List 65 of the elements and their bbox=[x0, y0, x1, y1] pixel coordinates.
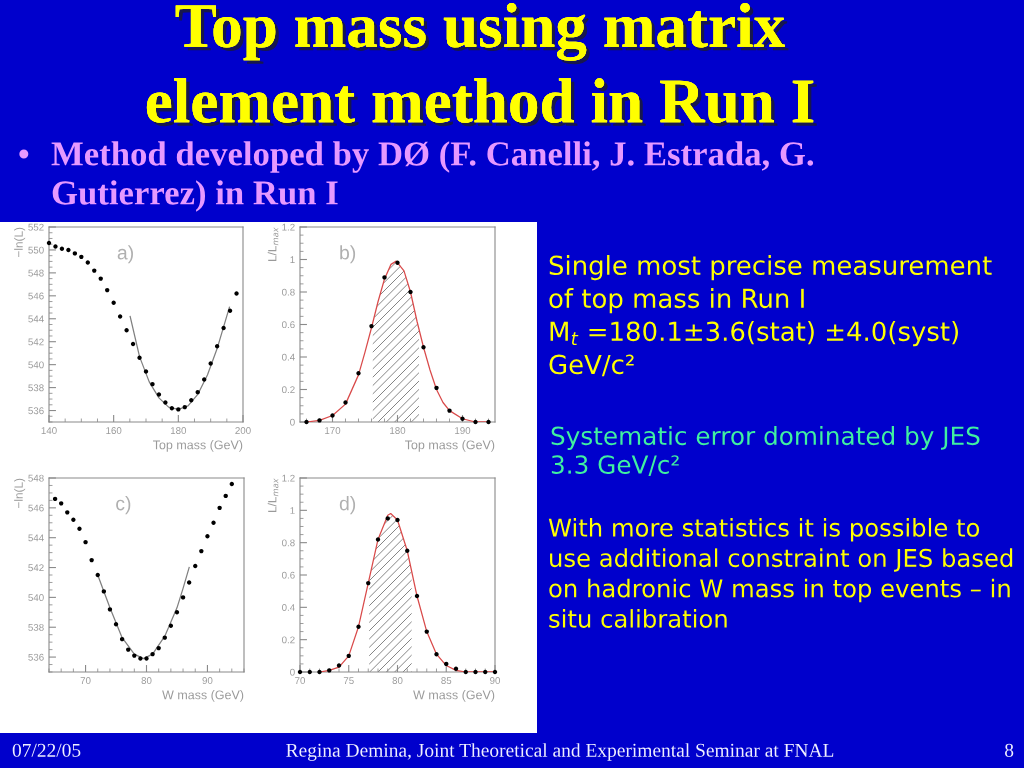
x-tick-label: 190 bbox=[455, 427, 471, 434]
y-tick-label: 0 bbox=[290, 418, 295, 426]
y-tick-label: 544 bbox=[28, 534, 44, 542]
y-tick-label: 0.6 bbox=[282, 571, 295, 579]
y-axis-title: L/L$_{max}$ bbox=[267, 478, 279, 512]
text: Single most precise measurement of top mass in Run I M$_{t}$ =180.1±3.6(stat) ±4.0(syst) GeV/c² bbox=[549, 255, 992, 377]
x-tick-label: 160 bbox=[106, 427, 122, 434]
y-tick-label: 542 bbox=[28, 564, 44, 572]
y-tick-label: 0 bbox=[290, 668, 295, 676]
annotation: c) bbox=[116, 496, 131, 515]
y-tick-label: 0.2 bbox=[282, 386, 295, 394]
y-tick-label: 0.4 bbox=[282, 604, 295, 611]
text: 07/22/05 bbox=[12, 743, 81, 757]
text: Regina Demina, Joint Theoretical and Experimental Seminar at FNAL bbox=[286, 743, 834, 761]
annotation: d) bbox=[339, 496, 356, 515]
x-axis-title: Top mass (GeV) bbox=[404, 440, 495, 452]
x-tick-label: 70 bbox=[295, 677, 306, 684]
y-tick-label: 550 bbox=[28, 246, 44, 254]
y-tick-label: 548 bbox=[28, 474, 44, 482]
text: Systematic error dominated by JES 3.3 GeV/c² bbox=[551, 426, 980, 476]
y-tick-label: 546 bbox=[28, 292, 44, 300]
text: Top mass using matrix element method in Run I bbox=[146, 3, 817, 127]
x-tick-label: 140 bbox=[41, 427, 57, 434]
y-tick-label: 544 bbox=[28, 315, 44, 323]
y-tick-label: 538 bbox=[28, 384, 44, 392]
y-tick-label: 0.2 bbox=[282, 636, 295, 644]
x-axis-title: W mass (GeV) bbox=[413, 690, 495, 702]
x-tick-label: 80 bbox=[392, 677, 403, 684]
x-tick-label: 75 bbox=[343, 677, 354, 684]
y-tick-label: 552 bbox=[28, 223, 44, 231]
y-tick-label: 546 bbox=[28, 504, 44, 512]
y-axis-title: −ln(L) bbox=[14, 227, 26, 257]
y-tick-label: 1 bbox=[290, 507, 295, 514]
y-tick-label: 536 bbox=[28, 653, 44, 661]
x-tick-label: 90 bbox=[490, 677, 501, 684]
annotation: a) bbox=[117, 245, 133, 264]
y-tick-label: 0.4 bbox=[282, 353, 295, 361]
x-tick-label: 180 bbox=[390, 427, 406, 434]
x-tick-label: 85 bbox=[441, 677, 452, 684]
x-tick-label: 200 bbox=[235, 427, 251, 434]
y-axis-title: L/L$_{max}$ bbox=[267, 227, 279, 261]
y-tick-label: 1 bbox=[290, 256, 295, 264]
x-tick-label: 170 bbox=[325, 427, 341, 434]
text: • Method developed by DØ (F. Canelli, J. Estrada, G. Gutierrez) in Run I bbox=[19, 141, 814, 212]
x-tick-label: 70 bbox=[80, 677, 91, 684]
text: 8 bbox=[1005, 743, 1014, 757]
y-tick-label: 536 bbox=[28, 407, 44, 415]
y-tick-label: 538 bbox=[28, 623, 44, 631]
y-axis-title: −ln(L) bbox=[14, 478, 26, 508]
y-tick-label: 1.2 bbox=[282, 223, 295, 231]
x-axis-title: Top mass (GeV) bbox=[152, 440, 243, 452]
y-tick-label: 0.6 bbox=[282, 321, 295, 329]
y-tick-label: 0.8 bbox=[282, 539, 295, 547]
x-axis-title: W mass (GeV) bbox=[162, 690, 244, 702]
y-tick-label: 0.8 bbox=[282, 288, 295, 296]
x-tick-label: 80 bbox=[141, 677, 152, 684]
x-tick-label: 90 bbox=[202, 677, 213, 684]
y-tick-label: 540 bbox=[28, 594, 44, 601]
y-tick-label: 1.2 bbox=[282, 474, 295, 482]
y-tick-label: 540 bbox=[28, 361, 44, 369]
annotation: b) bbox=[340, 245, 356, 264]
y-tick-label: 548 bbox=[28, 269, 44, 277]
y-tick-label: 542 bbox=[28, 338, 44, 346]
x-tick-label: 180 bbox=[170, 427, 187, 434]
text: With more statistics it is possible to use additional constraint on JES based on hadronic W mass in top events – in situ calibration bbox=[548, 518, 1013, 628]
